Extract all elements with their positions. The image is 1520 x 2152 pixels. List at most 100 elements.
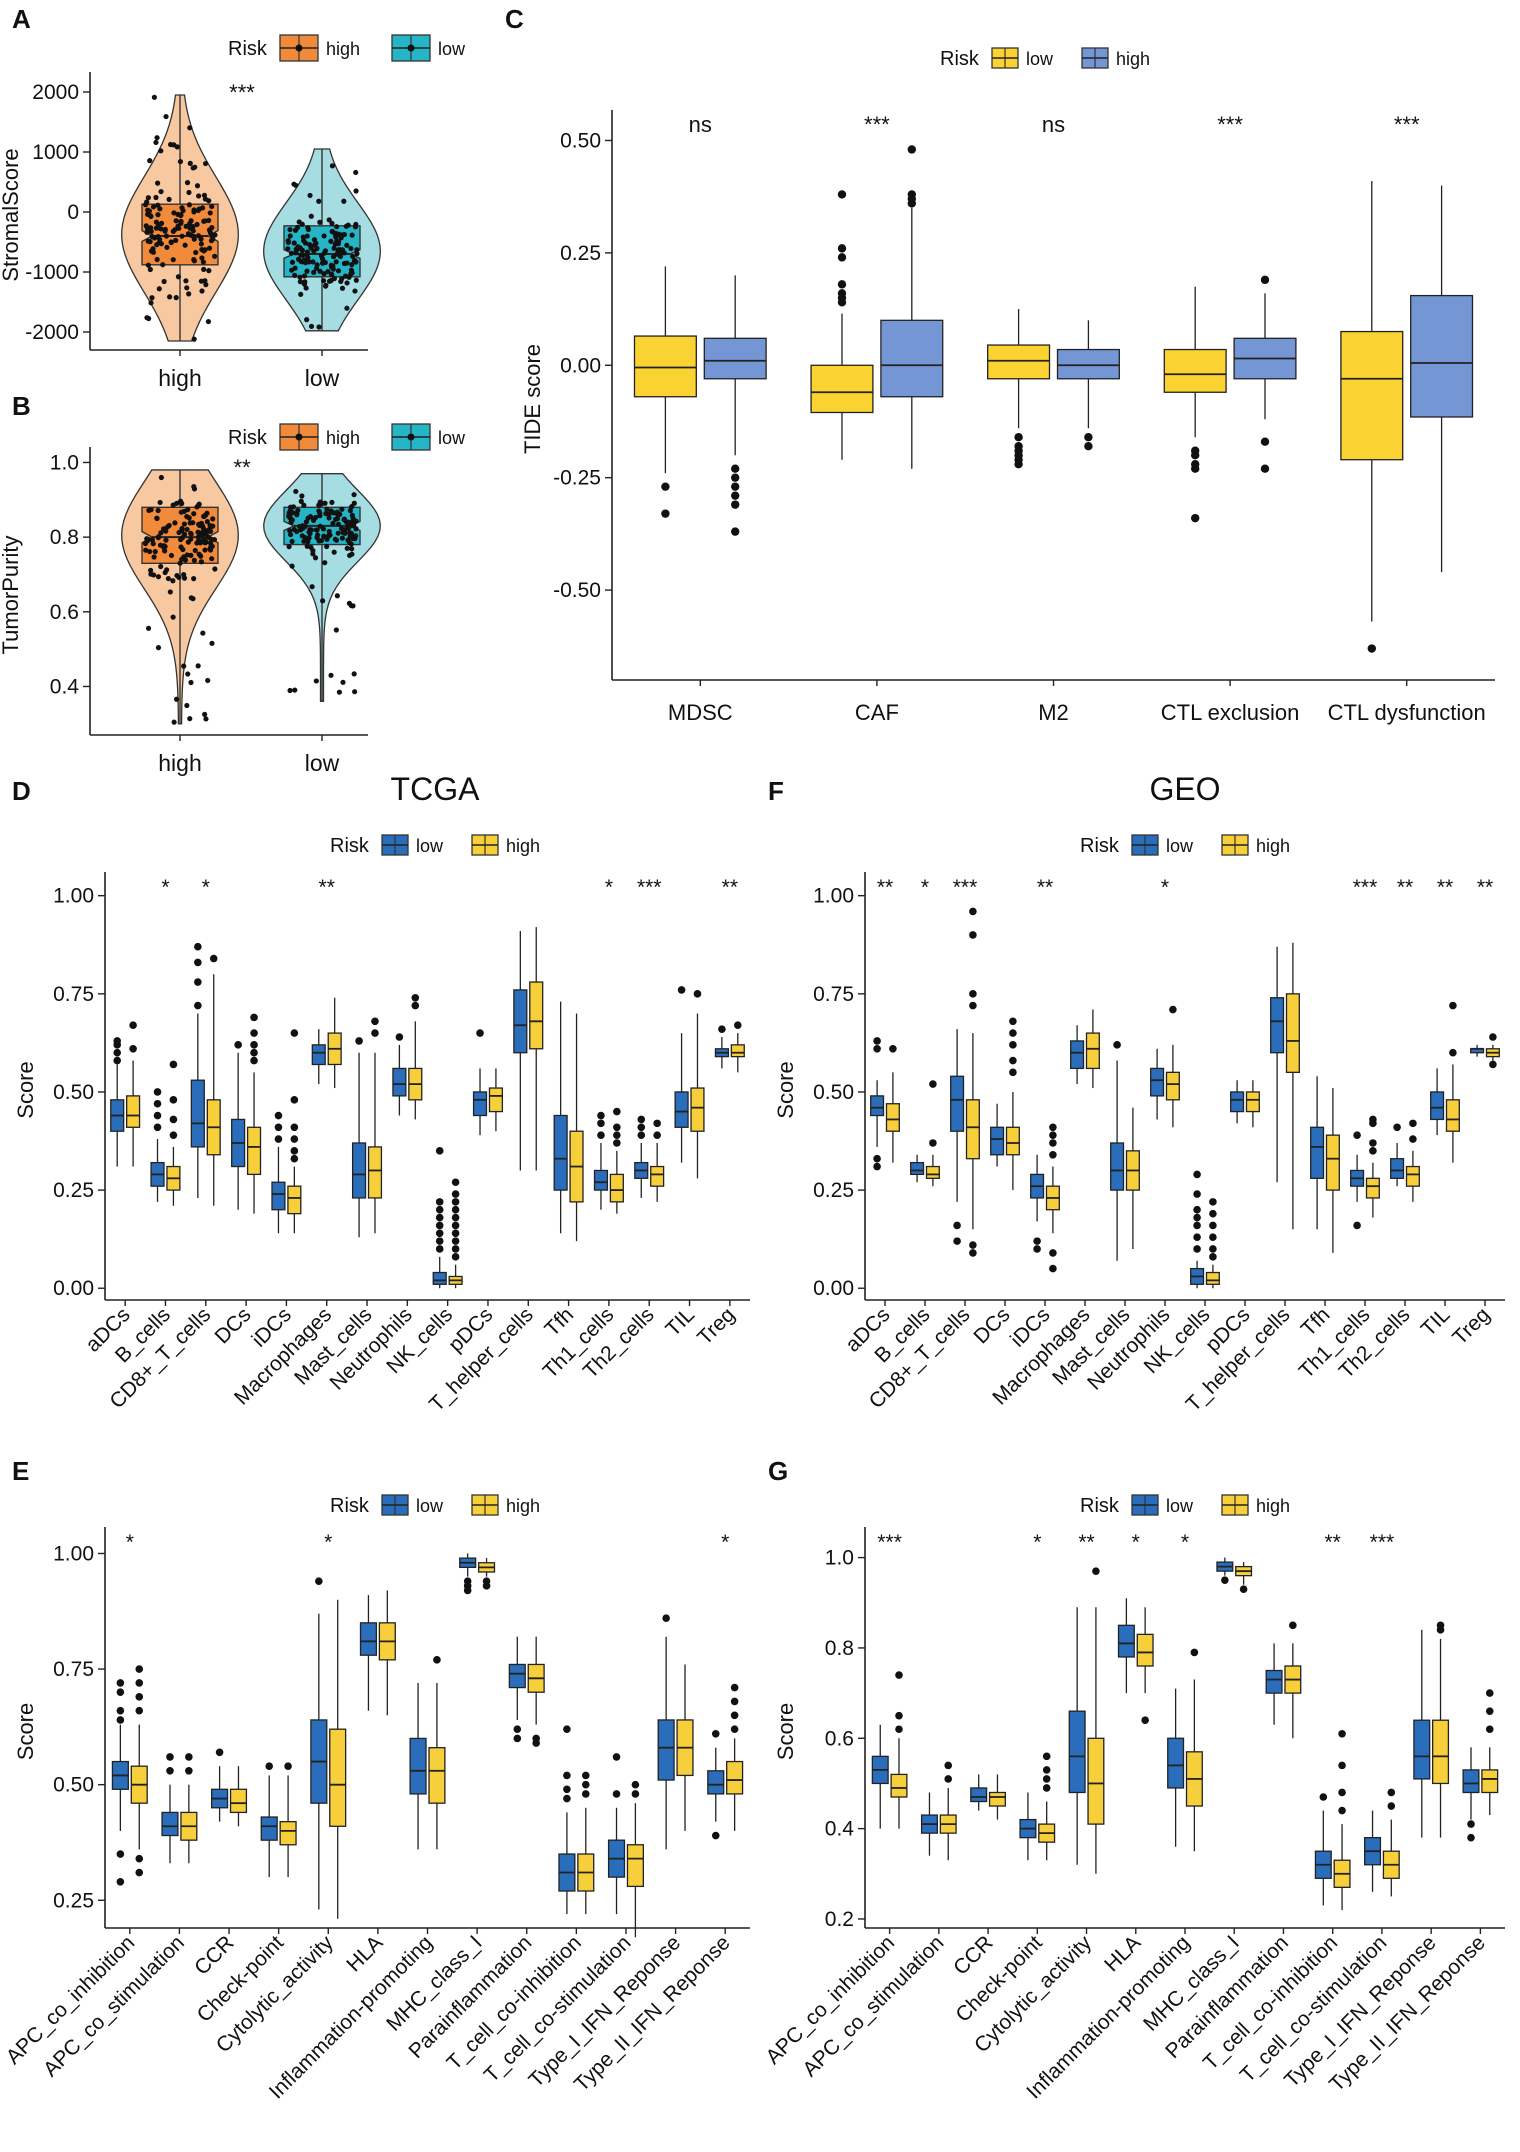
data-point — [187, 125, 193, 131]
data-point — [186, 291, 192, 297]
data-point — [187, 225, 193, 231]
outlier-point — [274, 1111, 283, 1120]
outlier-point — [731, 482, 740, 491]
data-point — [155, 507, 161, 514]
box-high — [246, 1126, 262, 1176]
data-point — [333, 234, 339, 240]
x-tick-label: CTL dysfunction — [1328, 700, 1486, 725]
data-point — [202, 547, 208, 553]
outlier-point — [451, 1213, 460, 1222]
box-low — [553, 1114, 568, 1191]
box-high — [726, 1760, 744, 1795]
outlier-point — [476, 1029, 484, 1037]
data-point — [202, 711, 208, 717]
significance-label: ** — [1078, 1531, 1094, 1554]
box-high — [730, 1044, 745, 1058]
data-point — [155, 574, 162, 580]
outlier-point — [837, 253, 847, 262]
data-point — [210, 236, 216, 242]
box-low — [260, 1816, 278, 1841]
outlier-point — [185, 1753, 193, 1761]
data-point — [168, 552, 175, 559]
x-tick-label: TIL — [661, 1303, 699, 1341]
box-low — [161, 1811, 179, 1837]
box-high — [428, 1747, 446, 1804]
x-tick-label: HLA — [342, 1931, 387, 1976]
outlier-point — [873, 1037, 881, 1045]
data-point — [354, 247, 360, 253]
significance-label: * — [1033, 1531, 1041, 1554]
data-point — [288, 519, 294, 525]
data-point — [178, 544, 184, 550]
box-high — [1432, 1719, 1450, 1785]
x-tick-label: M2 — [1038, 700, 1069, 725]
data-point — [201, 266, 207, 272]
data-point — [158, 188, 164, 195]
data-point — [202, 540, 208, 546]
data-point — [299, 259, 305, 265]
data-point — [285, 239, 291, 245]
data-point — [171, 719, 177, 725]
outlier-point — [371, 1029, 379, 1037]
outlier-point — [661, 482, 670, 491]
data-point — [319, 256, 326, 262]
outlier-point — [581, 1780, 590, 1789]
data-point — [179, 233, 185, 239]
legend-label-high: high — [506, 836, 540, 856]
data-point — [212, 232, 218, 238]
y-tick-label: 0.50 — [53, 1081, 94, 1104]
y-tick-label: 0.00 — [813, 1277, 854, 1300]
outlier-point — [1221, 1576, 1229, 1584]
data-point — [205, 318, 212, 325]
data-point — [307, 192, 313, 199]
data-point — [320, 526, 327, 532]
data-point — [308, 544, 314, 551]
outlier-point — [731, 500, 740, 509]
panel-letter-D: D — [12, 776, 31, 806]
data-point — [162, 228, 168, 234]
data-point — [340, 679, 346, 685]
outlier-point — [1436, 1621, 1445, 1630]
data-point — [194, 221, 200, 228]
outlier-point — [953, 1237, 961, 1245]
outlier-point — [513, 1734, 522, 1743]
outlier-point — [1369, 1115, 1377, 1124]
outlier-point — [135, 1665, 144, 1673]
box-low — [472, 1091, 488, 1117]
y-tick-label: -0.25 — [553, 467, 601, 490]
data-point — [353, 169, 359, 176]
outlier-point — [1409, 1119, 1417, 1128]
outlier-point — [435, 1198, 444, 1206]
box-low — [970, 1787, 988, 1803]
outlier-point — [612, 1753, 621, 1761]
outlier-point — [1049, 1150, 1057, 1159]
outlier-point — [250, 1013, 258, 1022]
legend-key-point — [295, 433, 303, 441]
outlier-point — [1190, 464, 1200, 473]
x-tick-label: low — [305, 365, 340, 391]
y-tick-label: 0.2 — [825, 1908, 854, 1931]
significance-label: * — [921, 876, 929, 899]
data-point — [178, 509, 184, 515]
outlier-point — [969, 907, 977, 916]
data-point — [151, 572, 157, 578]
data-point — [199, 288, 205, 294]
y-axis-label: Score — [13, 1703, 38, 1760]
data-point — [297, 245, 303, 251]
outlier-point — [250, 1048, 258, 1057]
legend-key-point — [407, 433, 415, 441]
x-tick-label: low — [305, 750, 340, 776]
data-point — [166, 196, 172, 202]
data-point — [149, 295, 155, 301]
box-low — [1163, 348, 1227, 393]
outlier-point — [1042, 1766, 1051, 1774]
data-point — [320, 598, 326, 604]
data-point — [285, 246, 291, 252]
outlier-point — [1014, 459, 1023, 469]
significance-label: * — [605, 876, 613, 899]
outlier-point — [513, 1725, 522, 1733]
y-tick-label: 0.25 — [560, 242, 601, 265]
outlier-point — [1193, 1245, 1201, 1253]
data-point — [336, 689, 343, 695]
data-point — [299, 533, 305, 539]
